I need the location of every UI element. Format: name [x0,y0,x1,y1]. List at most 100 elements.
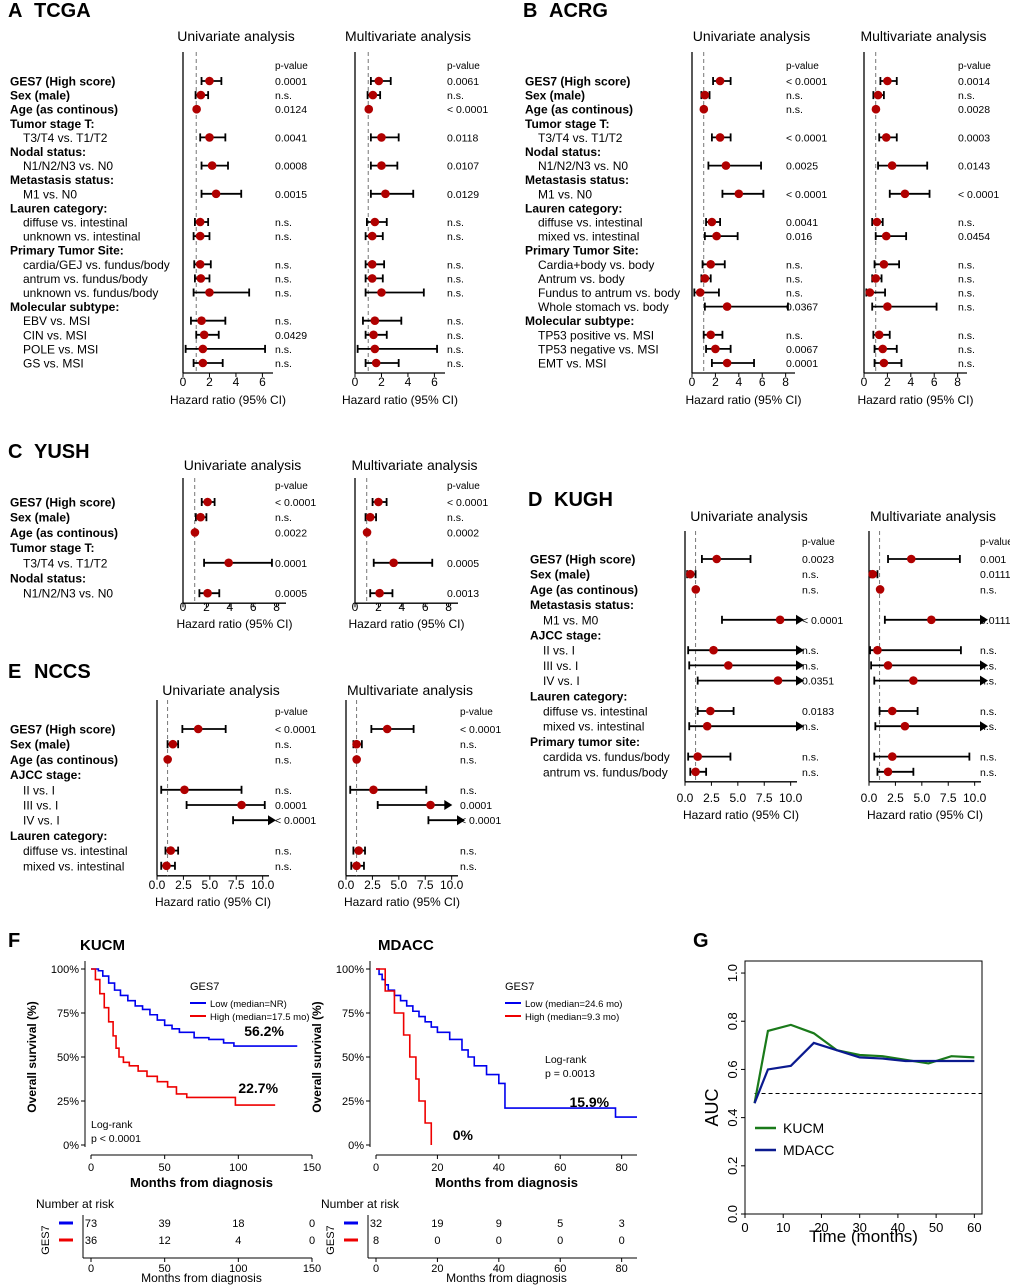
row-label: IV vs. I [543,674,580,688]
hr-point [352,861,361,871]
x-tick-label: 2 [378,375,385,389]
x-tick-label: 0 [180,600,187,614]
survival-curve [376,968,637,1118]
row-heading: Age (as continous) [525,103,633,117]
hr-point [695,288,705,297]
hr-point [874,330,884,340]
p-value: n.s. [460,739,477,751]
row-heading: Primary tumor site: [530,735,640,749]
row-label: TP53 positive vs. MSI [538,328,654,342]
row-label: mixed vs. intestinal [23,859,124,873]
row-heading: GES7 (High score) [530,553,635,567]
km-title: MDACC [378,937,434,954]
x-axis-label: Months from diagnosis [435,1175,578,1190]
x-tick-label: 8 [445,600,452,614]
p-value: 0.0107 [447,161,479,173]
forest-panel-tcga: A TCGA Univariate analysis p-value 0 2 4 6 Hazar… [8,0,488,407]
risk-x-tick-label: 50 [159,1263,171,1275]
x-tick-label: 7.5 [228,878,245,892]
y-tick-label: 100% [51,964,79,976]
row-label: unknown vs. intestinal [23,230,140,244]
x-tick-label: 7.5 [940,791,957,805]
risk-count: 0 [434,1235,440,1247]
x-tick-label: 40 [891,1220,905,1235]
p-value: < 0.0001 [786,76,827,88]
p-value: 0.0025 [786,161,818,173]
panel-letter: C [8,441,22,463]
row-label: T3/T4 vs. T1/T2 [538,131,623,145]
risk-count: 19 [431,1218,443,1230]
hr-point [712,554,721,564]
x-axis-label: Hazard ratio (95% CI) [342,393,458,407]
ci-arrow [457,815,465,826]
hr-point [706,260,716,269]
logrank-pvalue: p = 0.0013 [545,1068,595,1080]
p-value: 0.0124 [275,104,307,116]
p-value: 0.0014 [958,76,990,88]
hr-point [370,316,380,326]
p-value: 0.016 [786,231,812,243]
p-value: n.s. [275,344,292,356]
p-value: n.s. [980,676,997,688]
row-label: IV vs. I [23,814,60,828]
p-value: n.s. [275,358,292,370]
p-value: n.s. [958,302,975,314]
risk-x-tick-label: 100 [229,1263,247,1275]
p-value: 0.0015 [275,189,307,201]
x-tick-label: 10 [776,1220,790,1235]
row-heading: Age (as continous) [10,103,118,117]
x-tick-label: 6 [431,375,438,389]
hr-point [375,588,384,598]
x-tick-label: 2 [884,375,891,389]
p-value: n.s. [447,330,464,342]
hr-point [205,288,214,297]
x-tick-label: 100 [229,1162,247,1174]
plot-frame [744,960,983,1215]
x-axis-label: Hazard ratio (95% CI) [683,808,799,822]
x-axis-label: Hazard ratio (95% CI) [344,895,460,909]
p-value: n.s. [786,104,803,116]
hr-point [715,133,725,142]
hr-point [868,569,877,579]
risk-count: 5 [557,1218,563,1230]
pvalue-header: p-value [275,707,308,718]
multi-title: Multivariate analysis [870,508,996,524]
risk-count: 0 [619,1235,625,1247]
x-tick-label: 2.5 [364,878,381,892]
hr-point [887,706,897,716]
x-tick-label: 4 [398,600,405,614]
x-tick-label: 6 [259,375,266,389]
x-tick-label: 40 [493,1162,505,1174]
risk-count: 0 [557,1235,563,1247]
row-heading: Sex (male) [10,511,70,525]
risk-x-tick-label: 60 [554,1263,566,1275]
p-value: 0.0001 [275,800,307,812]
hr-point [873,645,882,655]
x-axis-label: Hazard ratio (95% CI) [176,617,292,631]
risk-table-title: Number at risk [321,1197,400,1211]
survival-curve [91,968,276,1106]
hr-point [382,724,392,734]
row-heading: Tumor stage T: [10,117,94,131]
hr-point [381,189,390,199]
legend-title: GES7 [190,981,219,993]
row-heading: Nodal status: [525,145,601,159]
hr-point [354,846,363,855]
risk-x-tick-label: 40 [493,1263,505,1275]
hr-point [709,645,718,655]
forest-panel-acrg: B ACRG Univariate analysis p-value 0 2 4 6 8 Haza… [523,0,999,407]
p-value: 0.0111 [980,615,1010,627]
pvalue-header: p-value [802,537,835,548]
ci-arrow [980,675,988,686]
panel-letter: B [523,0,537,22]
hr-point [775,615,785,625]
hr-point [871,274,881,283]
ci-arrow [980,660,988,671]
p-value: n.s. [275,739,292,751]
row-heading: Lauren category: [530,689,627,703]
hr-point [369,785,378,795]
hr-point [881,133,891,142]
auc-line [753,1041,975,1104]
x-tick-label: 0 [180,375,187,389]
risk-x-axis-label: Months from diagnosis [141,1271,262,1285]
